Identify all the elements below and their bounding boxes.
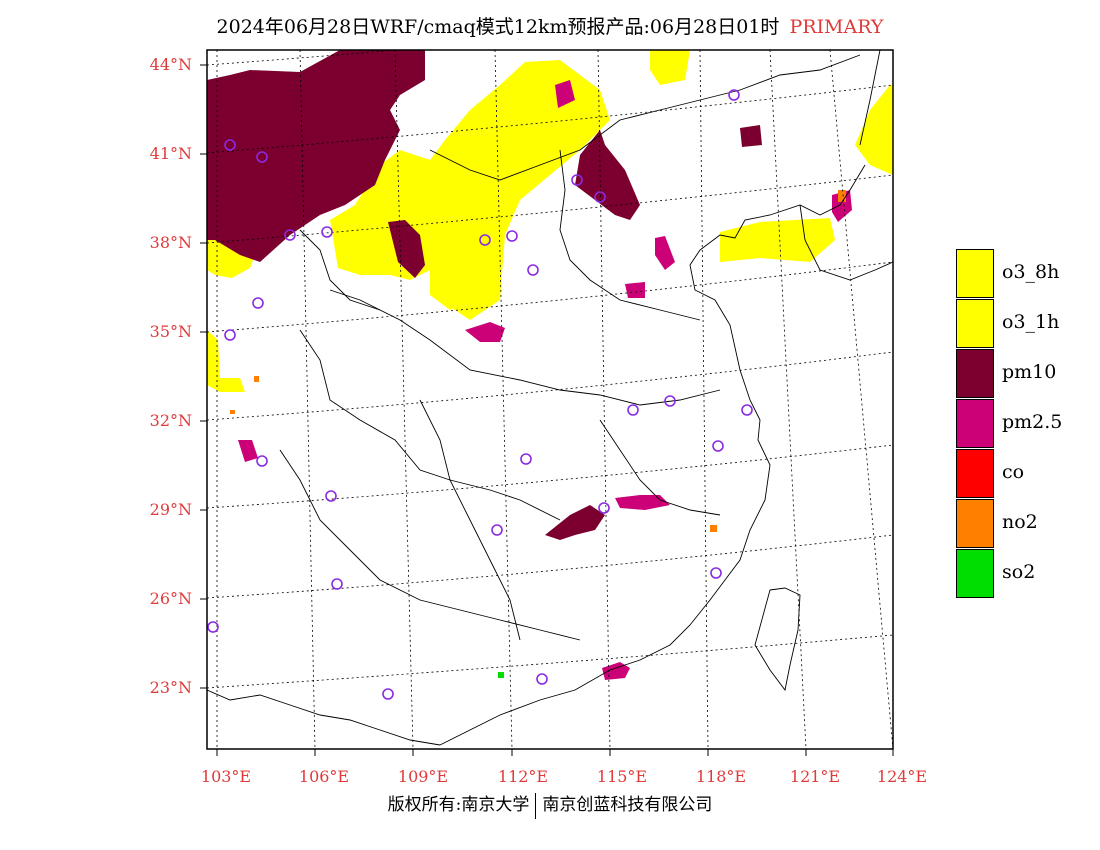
lon-label: 124°E — [877, 767, 927, 786]
legend-label: o3_8h — [1002, 261, 1060, 283]
legend-label: no2 — [1002, 511, 1038, 533]
copyright-left: 版权所有:南京大学 — [387, 795, 530, 815]
legend-label: so2 — [1002, 561, 1036, 583]
legend-label: pm10 — [1002, 361, 1057, 383]
legend-item: pm10 — [956, 349, 1086, 399]
lat-ticks — [200, 64, 207, 689]
legend-item: no2 — [956, 499, 1086, 549]
legend-label: co — [1002, 461, 1025, 483]
copyright-right: 南京创蓝科技有限公司 — [542, 795, 713, 815]
lon-label: 112°E — [498, 767, 548, 786]
station-markers — [207, 89, 753, 700]
map-title: 2024年06月28日WRF/cmaq模式12km预报产品:06月28日01时 P… — [0, 12, 1100, 39]
lat-label: 26°N — [150, 589, 192, 608]
lat-label: 41°N — [150, 144, 192, 163]
lon-label: 109°E — [398, 767, 448, 786]
lon-label: 103°E — [201, 767, 251, 786]
legend: o3_8h o3_1h pm10 pm2.5 co no2 so2 — [956, 249, 1086, 599]
lat-label: 29°N — [150, 500, 192, 519]
legend-swatch — [956, 449, 994, 498]
lat-label: 38°N — [150, 233, 192, 252]
lat-label: 35°N — [150, 322, 192, 341]
lon-label: 106°E — [299, 767, 349, 786]
lon-label: 115°E — [597, 767, 647, 786]
legend-item: pm2.5 — [956, 399, 1086, 449]
legend-item: o3_8h — [956, 249, 1086, 299]
copyright-footer: 版权所有:南京大学 南京创蓝科技有限公司 — [0, 790, 1100, 819]
legend-label: o3_1h — [1002, 311, 1060, 333]
pm25-regions — [238, 80, 852, 680]
lat-label: 44°N — [150, 55, 192, 74]
lon-labels: 103°E 106°E 109°E 112°E 115°E 118°E 121°… — [201, 767, 927, 786]
legend-label: pm2.5 — [1002, 411, 1063, 433]
lon-label: 121°E — [790, 767, 840, 786]
legend-swatch — [956, 249, 994, 298]
legend-swatch — [956, 299, 994, 348]
lat-label: 32°N — [150, 411, 192, 430]
footer-divider — [535, 792, 537, 819]
primary-tag: PRIMARY — [789, 16, 884, 38]
legend-swatch — [956, 349, 994, 398]
minor-pollutants — [230, 190, 846, 678]
title-text: 2024年06月28日WRF/cmaq模式12km预报产品:06月28日01时 — [216, 16, 780, 38]
legend-item: o3_1h — [956, 299, 1086, 349]
legend-swatch — [956, 399, 994, 448]
map-frame — [206, 49, 894, 750]
lon-ticks — [216, 749, 894, 756]
lon-label: 118°E — [696, 767, 746, 786]
legend-swatch — [956, 549, 994, 598]
lat-labels: 44°N 41°N 38°N 35°N 32°N 29°N 26°N 23°N — [150, 55, 192, 697]
legend-item: so2 — [956, 549, 1086, 599]
legend-item: co — [956, 449, 1086, 499]
boundaries — [207, 50, 893, 746]
lat-label: 23°N — [150, 678, 192, 697]
legend-swatch — [956, 499, 994, 548]
pm10-regions — [207, 50, 762, 540]
graticule — [207, 50, 893, 749]
